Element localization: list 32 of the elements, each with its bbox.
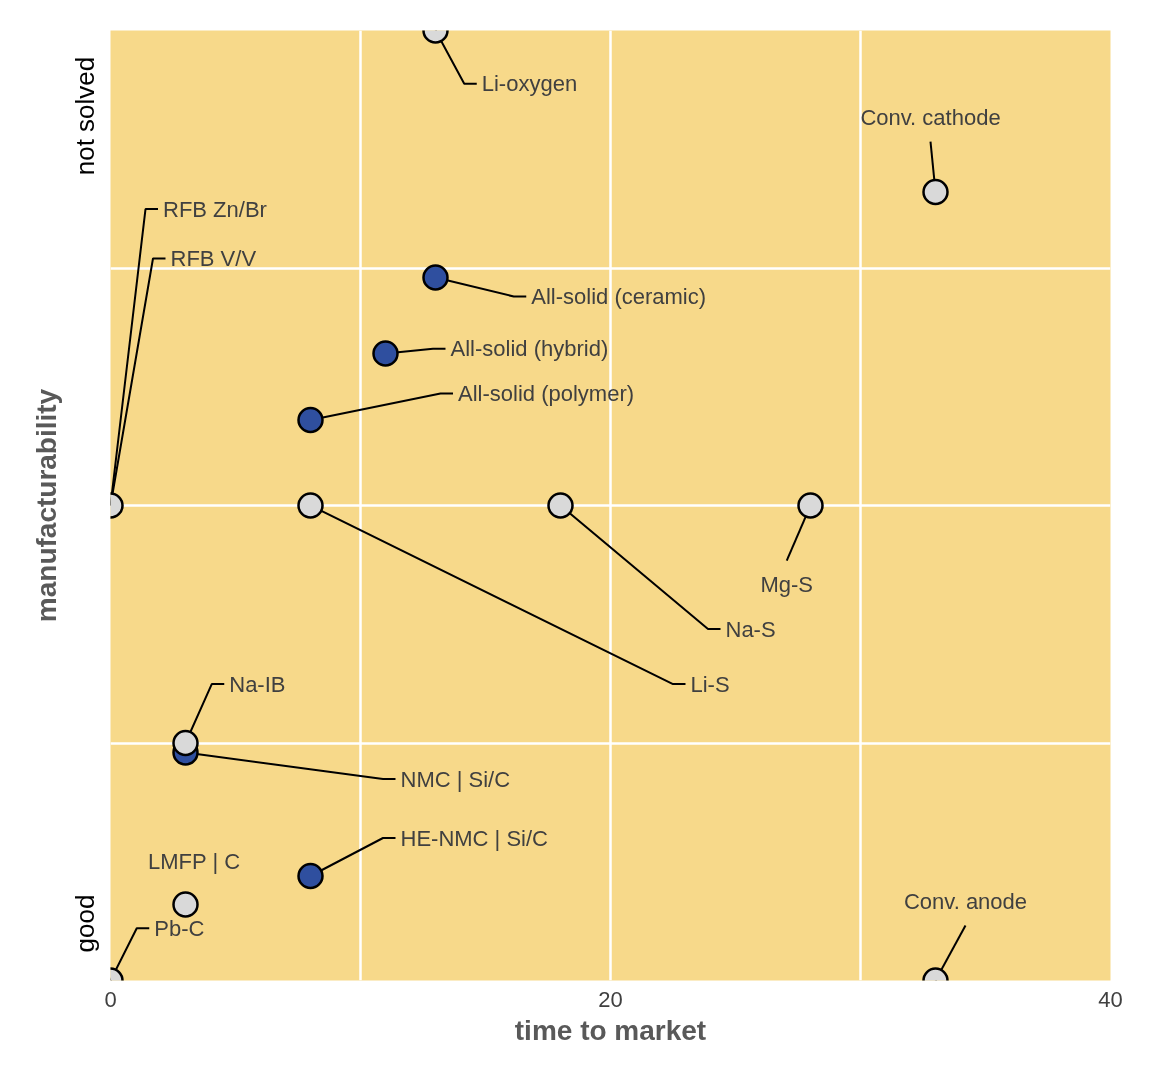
annotation: HE-NMC | Si/C (400, 825, 549, 851)
point (297, 406, 324, 434)
x-axis-title: time to market (514, 1014, 707, 1046)
annotation: Pb-C (154, 915, 205, 941)
point (797, 492, 824, 519)
point (172, 729, 199, 757)
annotation: Li-S (690, 671, 730, 697)
point (372, 340, 399, 367)
annotation: Na-IB (229, 671, 286, 697)
annotation: Conv. anode (903, 889, 1028, 914)
point (172, 891, 199, 918)
annotation: All-solid (hybrid) (450, 336, 609, 362)
y-axis-title: manufacturability (30, 388, 62, 623)
annotation: LMFP | C (148, 849, 241, 875)
text: not solved (69, 56, 100, 176)
annotation: Conv. cathode (860, 105, 1001, 131)
x-tick-label: 0 (104, 986, 117, 1012)
point (297, 492, 324, 519)
annotation: Na-S (725, 616, 776, 642)
text: good (69, 894, 100, 953)
point (422, 264, 449, 291)
annotation: Mg-S (760, 572, 814, 597)
annotation: RFB Zn/Br (163, 196, 267, 222)
point (922, 178, 949, 206)
annotation: NMC | Si/C (400, 766, 511, 792)
annotation: RFB V/V (170, 246, 257, 271)
x-tick-label: 40 (1098, 986, 1123, 1012)
annotation: All-solid (ceramic) (531, 284, 707, 309)
x-tick-label: 20 (598, 986, 623, 1012)
point (297, 862, 324, 890)
annotation: Li-oxygen (481, 71, 578, 97)
point (547, 492, 574, 519)
